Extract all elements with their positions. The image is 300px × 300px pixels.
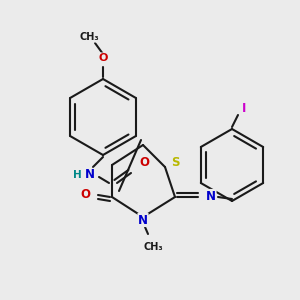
Text: N: N — [138, 214, 148, 226]
Text: N: N — [85, 169, 95, 182]
Text: CH₃: CH₃ — [143, 242, 163, 252]
Text: O: O — [139, 155, 149, 169]
Text: N: N — [206, 190, 216, 202]
Text: O: O — [98, 53, 108, 63]
Text: I: I — [242, 103, 246, 116]
Text: CH₃: CH₃ — [79, 32, 99, 42]
Text: O: O — [80, 188, 90, 202]
Text: S: S — [171, 155, 179, 169]
Text: H: H — [73, 170, 81, 180]
